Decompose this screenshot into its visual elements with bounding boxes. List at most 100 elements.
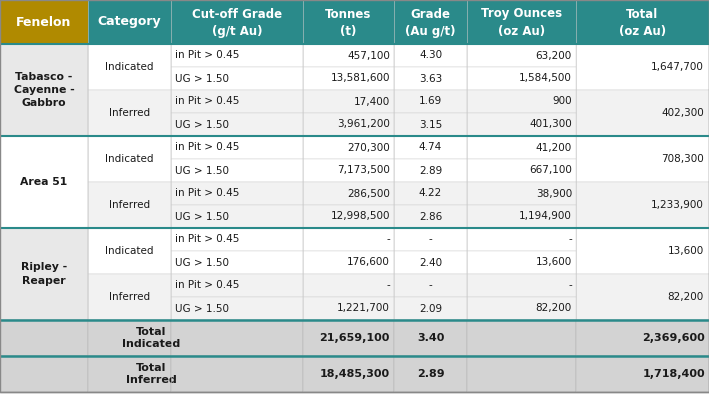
- Bar: [171, 136, 303, 159]
- Text: in Pit > 0.45: in Pit > 0.45: [175, 50, 240, 60]
- Text: 286,500: 286,500: [347, 188, 390, 199]
- Text: Ripley -
Reaper: Ripley - Reaper: [21, 262, 67, 286]
- Bar: [0, 136, 88, 228]
- Text: 401,300: 401,300: [529, 119, 572, 130]
- Bar: [394, 136, 467, 159]
- Bar: [303, 182, 394, 205]
- Bar: [171, 356, 303, 392]
- Text: 3.40: 3.40: [417, 333, 444, 343]
- Text: (oz Au): (oz Au): [498, 24, 545, 38]
- Bar: [88, 228, 171, 274]
- Text: 2,369,600: 2,369,600: [642, 333, 705, 343]
- Text: in Pit > 0.45: in Pit > 0.45: [175, 142, 240, 152]
- Text: UG > 1.50: UG > 1.50: [175, 257, 229, 268]
- Text: Indicated: Indicated: [105, 62, 154, 72]
- Bar: [303, 44, 394, 67]
- Bar: [576, 136, 709, 182]
- Text: 4.30: 4.30: [419, 50, 442, 60]
- Text: -: -: [429, 235, 432, 244]
- Text: 7,173,500: 7,173,500: [337, 166, 390, 176]
- Text: 63,200: 63,200: [536, 50, 572, 60]
- Text: 17,400: 17,400: [354, 97, 390, 107]
- Bar: [88, 182, 171, 228]
- Text: Total: Total: [626, 7, 659, 21]
- Text: 2.40: 2.40: [419, 257, 442, 268]
- Bar: [171, 320, 303, 356]
- Bar: [0, 228, 88, 320]
- Bar: [171, 297, 303, 320]
- Bar: [303, 0, 394, 44]
- Bar: [303, 205, 394, 228]
- Text: (Au g/t): (Au g/t): [406, 24, 456, 38]
- Bar: [171, 67, 303, 90]
- Bar: [467, 297, 576, 320]
- Bar: [303, 90, 394, 113]
- Text: 900: 900: [552, 97, 572, 107]
- Bar: [171, 113, 303, 136]
- Text: Inferred: Inferred: [109, 108, 150, 118]
- Text: 1,194,900: 1,194,900: [519, 211, 572, 221]
- Text: in Pit > 0.45: in Pit > 0.45: [175, 280, 240, 290]
- Bar: [467, 0, 576, 44]
- Text: Tonnes: Tonnes: [325, 7, 372, 21]
- Bar: [303, 136, 394, 159]
- Text: -: -: [568, 280, 572, 290]
- Text: -: -: [386, 280, 390, 290]
- Bar: [0, 0, 88, 44]
- Text: 1,584,500: 1,584,500: [519, 74, 572, 83]
- Bar: [467, 44, 576, 67]
- Text: Inferred: Inferred: [109, 292, 150, 302]
- Text: 2.89: 2.89: [417, 369, 445, 379]
- Bar: [467, 356, 576, 392]
- Bar: [394, 297, 467, 320]
- Text: 3.15: 3.15: [419, 119, 442, 130]
- Bar: [88, 136, 171, 182]
- Text: 2.89: 2.89: [419, 166, 442, 176]
- Text: 3,961,200: 3,961,200: [337, 119, 390, 130]
- Text: 12,998,500: 12,998,500: [330, 211, 390, 221]
- Bar: [467, 67, 576, 90]
- Bar: [171, 44, 303, 67]
- Bar: [467, 113, 576, 136]
- Text: 270,300: 270,300: [347, 142, 390, 152]
- Text: (g/t Au): (g/t Au): [212, 24, 262, 38]
- Bar: [394, 356, 467, 392]
- Text: UG > 1.50: UG > 1.50: [175, 74, 229, 83]
- Text: Grade: Grade: [411, 7, 450, 21]
- Text: Inferred: Inferred: [109, 200, 150, 210]
- Text: UG > 1.50: UG > 1.50: [175, 166, 229, 176]
- Text: Total
Indicated: Total Indicated: [123, 327, 181, 349]
- Bar: [576, 90, 709, 136]
- Bar: [303, 113, 394, 136]
- Text: 708,300: 708,300: [661, 154, 704, 164]
- Bar: [303, 228, 394, 251]
- Bar: [576, 0, 709, 44]
- Text: Troy Ounces: Troy Ounces: [481, 7, 562, 21]
- Text: Area 51: Area 51: [21, 177, 67, 187]
- Bar: [303, 67, 394, 90]
- Bar: [88, 356, 171, 392]
- Bar: [88, 0, 171, 44]
- Text: Total
Inferred: Total Inferred: [126, 363, 177, 385]
- Bar: [467, 251, 576, 274]
- Bar: [576, 356, 709, 392]
- Text: UG > 1.50: UG > 1.50: [175, 211, 229, 221]
- Text: 2.09: 2.09: [419, 304, 442, 313]
- Text: in Pit > 0.45: in Pit > 0.45: [175, 97, 240, 107]
- Bar: [394, 113, 467, 136]
- Text: 13,581,600: 13,581,600: [330, 74, 390, 83]
- Bar: [303, 274, 394, 297]
- Text: 1.69: 1.69: [419, 97, 442, 107]
- Bar: [171, 0, 303, 44]
- Bar: [394, 44, 467, 67]
- Bar: [394, 90, 467, 113]
- Text: 402,300: 402,300: [661, 108, 704, 118]
- Bar: [467, 320, 576, 356]
- Bar: [303, 320, 394, 356]
- Bar: [394, 205, 467, 228]
- Bar: [303, 159, 394, 182]
- Bar: [0, 356, 88, 392]
- Text: -: -: [429, 280, 432, 290]
- Text: 457,100: 457,100: [347, 50, 390, 60]
- Bar: [171, 228, 303, 251]
